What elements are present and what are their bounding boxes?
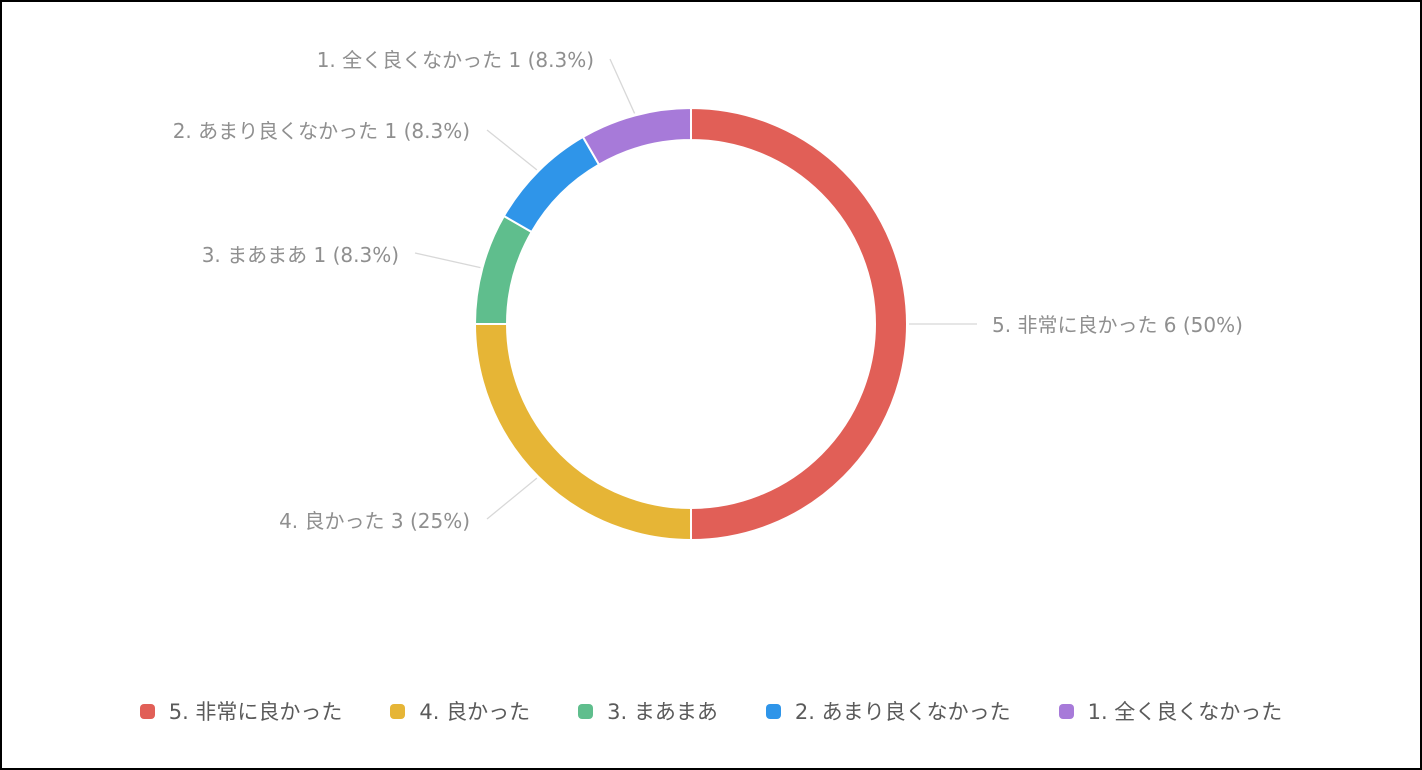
- donut-slice[interactable]: [581, 106, 692, 167]
- legend-item[interactable]: 1. 全く良くなかった: [1058, 696, 1283, 726]
- legend-label: 2. あまり良くなかった: [794, 700, 1011, 724]
- legend-item[interactable]: 4. 良かった: [390, 696, 530, 726]
- donut-slice[interactable]: [473, 214, 534, 325]
- chart-legend: 5. 非常に良かった 4. 良かった 3. まあまあ 2. あまり良くなかった …: [62, 694, 1360, 728]
- leader-line: [609, 58, 636, 114]
- legend-item[interactable]: 3. まあまあ: [578, 696, 718, 726]
- legend-item[interactable]: 5. 非常に良かった: [139, 696, 343, 726]
- legend-label: 4. 良かった: [419, 700, 531, 724]
- slice-label: 1. 全く良くなかった 1 (8.3%): [317, 48, 594, 72]
- legend-label: 1. 全く良くなかった: [1087, 700, 1283, 724]
- legend-swatch: [1058, 703, 1074, 719]
- legend-label: 5. 非常に良かった: [168, 700, 343, 724]
- leader-line: [414, 252, 481, 269]
- legend-label: 3. まあまあ: [607, 700, 718, 724]
- legend-swatch: [578, 703, 594, 719]
- leader-line: [486, 129, 538, 171]
- slice-label: 4. 良かった 3 (25%): [279, 509, 470, 533]
- slice-label: 5. 非常に良かった 6 (50%): [992, 313, 1243, 337]
- donut-slices: [473, 106, 908, 542]
- slice-labels: 5. 非常に良かった 6 (50%) 4. 良かった 3 (25%) 3. まあまあ…: [173, 48, 1243, 533]
- slice-label: 3. まあまあ 1 (8.3%): [202, 243, 399, 267]
- slice-label: 2. あまり良くなかった 1 (8.3%): [173, 119, 470, 143]
- donut-slice[interactable]: [690, 106, 908, 542]
- leader-lines: [414, 58, 977, 520]
- donut-slice[interactable]: [502, 135, 601, 234]
- donut-slice[interactable]: [473, 323, 692, 542]
- legend-swatch: [139, 703, 155, 719]
- legend-swatch: [390, 703, 406, 719]
- legend-item[interactable]: 2. あまり良くなかった: [765, 696, 1011, 726]
- legend-swatch: [765, 703, 781, 719]
- leader-line: [486, 477, 538, 520]
